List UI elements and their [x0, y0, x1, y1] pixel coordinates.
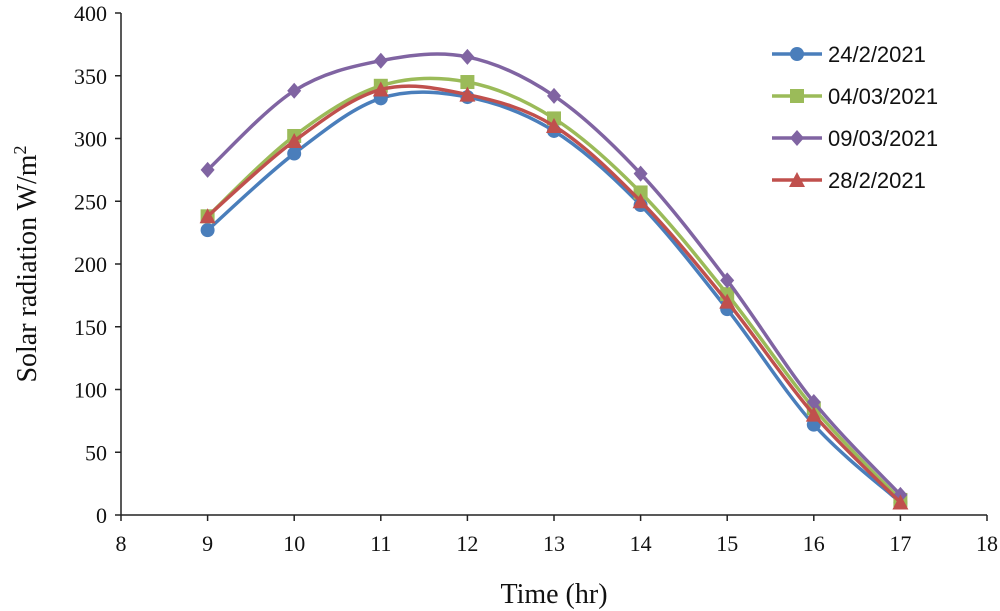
x-tick-label: 18 [976, 531, 998, 556]
data-point-circle [790, 47, 804, 61]
x-tick-label: 15 [716, 531, 738, 556]
axes: 0 50 100 150 200 250 300 350 400 8 9 10 11 12 13 14 15 16… [74, 1, 998, 556]
data-point-triangle [199, 208, 216, 224]
data-point-triangle [632, 193, 649, 209]
data-point-triangle [459, 86, 476, 102]
x-axis-label: Time (hr) [500, 579, 607, 610]
data-point-triangle [546, 117, 562, 133]
data-point-triangle [892, 494, 909, 510]
data-point-triangle [286, 133, 303, 149]
y-axis-label-superscript: 2 [10, 145, 30, 154]
series-line [206, 76, 902, 502]
data-point-circle [287, 146, 302, 161]
y-tick-label: 0 [96, 503, 107, 528]
y-tick-label: 150 [74, 315, 107, 340]
data-point-triangle [719, 293, 736, 309]
series-line [206, 84, 902, 504]
data-point-diamond [633, 165, 648, 182]
series-09-03-2021 [200, 48, 908, 503]
data-point-triangle [372, 81, 389, 97]
y-tick-label: 250 [74, 189, 107, 214]
y-tick-label: 350 [74, 64, 107, 89]
x-tick-label: 13 [543, 531, 565, 556]
x-tick-label: 16 [803, 531, 825, 556]
x-tick-label: 17 [889, 531, 911, 556]
series-24-2-2021 [200, 90, 908, 510]
series-28-2-2021 [199, 81, 909, 510]
legend: 24/2/2021 04/03/2021 09/03/2021 28/2/2021 [772, 42, 938, 193]
x-tick-label: 9 [202, 531, 213, 556]
data-point-square [460, 75, 475, 90]
y-tick-label: 300 [74, 127, 107, 152]
data-point-circle [200, 223, 215, 238]
series-line [206, 90, 902, 504]
x-tick-label: 14 [630, 531, 652, 556]
data-point-triangle [805, 406, 822, 422]
y-tick-label: 200 [74, 252, 107, 277]
legend-item: 09/03/2021 [772, 126, 938, 151]
legend-label: 28/2/2021 [828, 168, 926, 193]
legend-item: 28/2/2021 [772, 168, 926, 193]
series-group [199, 48, 909, 510]
legend-label: 24/2/2021 [828, 42, 926, 67]
legend-label: 09/03/2021 [828, 126, 938, 151]
y-axis-label: Solar radiation W/m2 [10, 145, 43, 382]
y-tick-label: 100 [74, 378, 107, 403]
legend-item: 04/03/2021 [772, 84, 938, 109]
legend-item: 24/2/2021 [772, 42, 926, 67]
legend-label: 04/03/2021 [828, 84, 938, 109]
data-point-diamond [547, 87, 561, 104]
data-point-square [790, 89, 804, 103]
data-point-diamond [200, 161, 215, 178]
x-tick-label: 8 [116, 531, 127, 556]
y-tick-label: 400 [74, 1, 107, 26]
x-tick-label: 12 [456, 531, 478, 556]
data-point-diamond [790, 130, 804, 146]
data-point-diamond [373, 52, 388, 69]
x-tick-label: 10 [283, 531, 305, 556]
data-point-triangle [789, 172, 805, 187]
data-point-diamond [460, 48, 475, 65]
x-tick-label: 11 [370, 531, 391, 556]
series-line [206, 52, 902, 497]
y-tick-label: 50 [85, 440, 107, 465]
data-point-diamond [287, 82, 302, 99]
data-point-diamond [720, 272, 735, 289]
data-point-diamond [806, 394, 821, 411]
